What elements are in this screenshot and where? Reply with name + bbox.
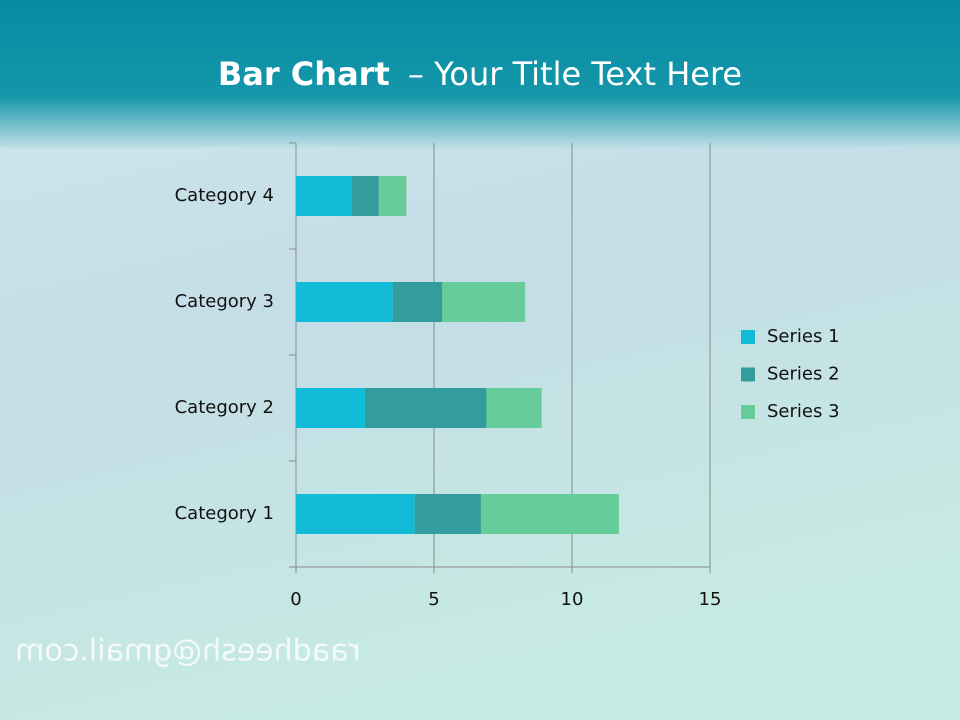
legend-swatch <box>741 405 755 419</box>
legend-label: Series 1 <box>767 326 840 347</box>
bar-segment <box>296 494 415 534</box>
plot-area: 0 5 10 15 Category 1 Category 2 Category 3 Cate… <box>175 142 840 610</box>
bar-segment <box>392 282 443 322</box>
bar-segment <box>486 388 542 428</box>
x-tick-label: 5 <box>428 589 439 610</box>
bar-segment <box>296 176 352 216</box>
x-tick-label: 10 <box>561 589 584 610</box>
legend-swatch <box>741 330 755 344</box>
legend-label: Series 3 <box>767 401 840 422</box>
y-tick-label: Category 3 <box>175 291 274 312</box>
bar-segment <box>480 494 619 534</box>
x-tick-label: 15 <box>699 589 722 610</box>
chart-title: Bar Chart – Your Title Text Here <box>218 55 742 93</box>
title-rest: – Your Title Text Here <box>408 55 742 93</box>
y-tick-label: Category 4 <box>175 185 274 206</box>
bar-segment <box>296 388 365 428</box>
legend-label: Series 2 <box>767 364 840 385</box>
legend-swatch <box>741 367 755 382</box>
title-bold: Bar Chart <box>218 55 390 93</box>
bar-segment <box>365 388 487 428</box>
y-tick-label: Category 2 <box>175 397 274 418</box>
header-band <box>0 0 960 148</box>
bar-segment <box>442 282 526 322</box>
bar-segment <box>414 494 481 534</box>
bar-segment <box>296 282 393 322</box>
y-tick-label: Category 1 <box>175 503 274 524</box>
bar-segment <box>378 176 407 216</box>
x-tick-label: 0 <box>290 589 301 610</box>
watermark: raadheesh@gmail.com <box>15 634 361 669</box>
bar-segment <box>351 176 379 216</box>
